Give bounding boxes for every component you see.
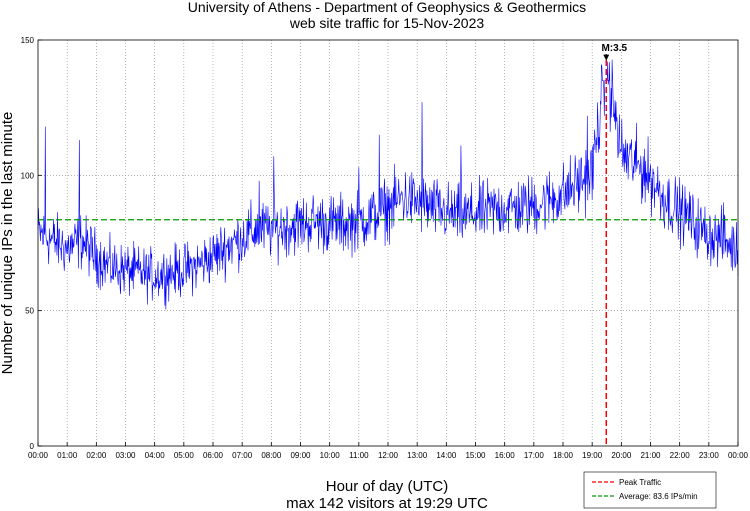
chart-title: University of Athens - Department of Geo…: [188, 0, 586, 15]
x-tick-label: 07:00: [232, 451, 253, 460]
x-tick-label: 00:00: [28, 451, 49, 460]
footer-max-visitors: max 142 visitors at 19:29 UTC: [286, 495, 488, 511]
y-tick-label: 50: [25, 307, 34, 316]
x-tick-label: 17:00: [524, 451, 545, 460]
x-tick-label: 22:00: [670, 451, 691, 460]
x-tick-label: 13:00: [407, 451, 428, 460]
x-tick-label: 09:00: [290, 451, 311, 460]
x-tick-label: 15:00: [465, 451, 486, 460]
traffic-series-line: [37, 59, 739, 310]
x-tick-label: 10:00: [320, 451, 341, 460]
legend-box: [583, 471, 717, 509]
peak-annotation-label: M:3.5: [601, 43, 627, 54]
x-tick-label: 18:00: [553, 451, 574, 460]
legend-label-peak: Peak Traffic: [619, 478, 661, 487]
chart-subtitle: web site traffic for 15-Nov-2023: [289, 15, 484, 31]
y-axis-ticks: 0 50 100 150: [21, 36, 42, 451]
y-axis-label: Number of unique IPs in the last minute: [0, 112, 16, 375]
x-tick-label: 23:00: [699, 451, 720, 460]
peak-annotation: M:3.5: [601, 43, 627, 61]
y-tick-label: 100: [21, 171, 35, 180]
x-tick-label: 08:00: [261, 451, 282, 460]
legend-label-average: Average: 83.6 IPs/min: [619, 492, 698, 501]
legend: Peak Traffic Average: 83.6 IPs/min: [583, 471, 717, 509]
x-axis-label: Hour of day (UTC): [326, 478, 449, 495]
x-tick-label: 11:00: [349, 451, 369, 460]
y-tick-label: 150: [21, 36, 35, 45]
x-tick-label: 05:00: [174, 451, 195, 460]
plot-area: [38, 40, 738, 446]
x-tick-label: 21:00: [640, 451, 661, 460]
x-tick-label: 16:00: [495, 451, 516, 460]
x-axis-ticks: 00:00 01:00 02:00 03:00 04:00 05:00 06:00 07:00…: [28, 442, 749, 460]
x-tick-label: 03:00: [115, 451, 136, 460]
x-tick-label: 19:00: [582, 451, 603, 460]
x-tick-label: 06:00: [203, 451, 224, 460]
series-layer: [37, 59, 739, 310]
x-tick-label: 02:00: [86, 451, 107, 460]
x-tick-label: 14:00: [436, 451, 457, 460]
peak-arrow-head: [603, 54, 610, 61]
x-tick-label: 04:00: [145, 451, 166, 460]
y-tick-label: 0: [30, 442, 35, 451]
x-tick-label: 00:00: [728, 451, 749, 460]
x-tick-label: 01:00: [57, 451, 78, 460]
x-tick-label: 12:00: [378, 451, 399, 460]
reference-lines: [38, 60, 738, 446]
x-tick-label: 20:00: [611, 451, 632, 460]
